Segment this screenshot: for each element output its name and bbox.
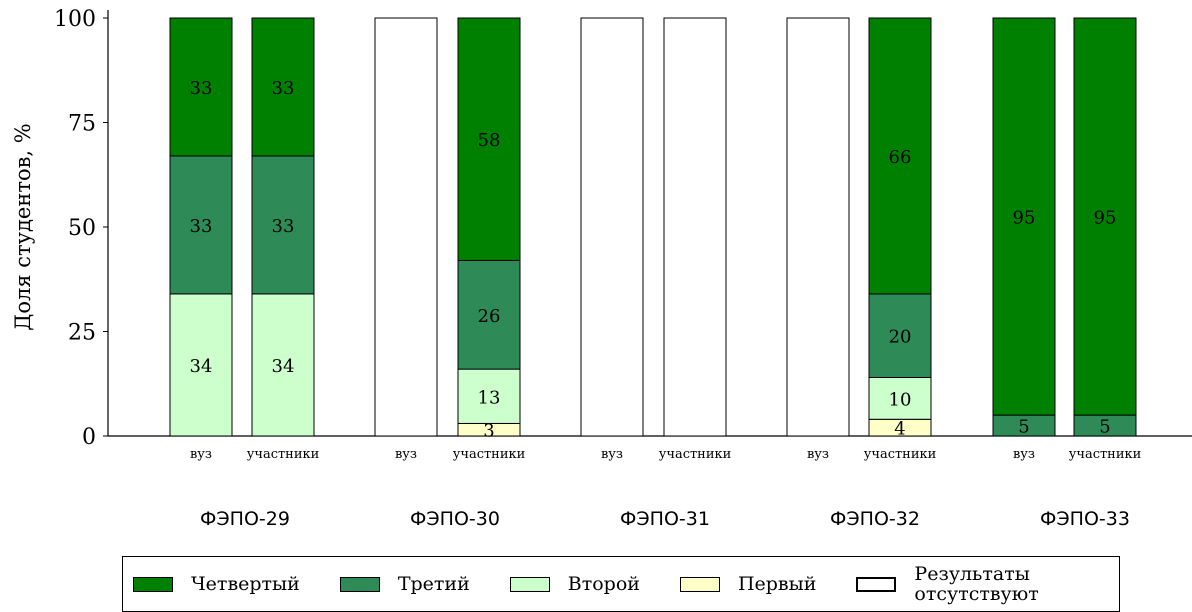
bar-segment bbox=[169, 155, 233, 295]
legend-item-missing: Результаты отсутствуют bbox=[856, 564, 1039, 604]
y-tick-label: 75 bbox=[68, 112, 96, 137]
x-group-label: ФЭПО-31 bbox=[620, 508, 710, 530]
x-subcategory-label: вуз bbox=[807, 447, 829, 462]
bar-segment bbox=[251, 293, 315, 437]
y-axis-label: Доля студентов, % bbox=[11, 123, 35, 330]
x-subcategory-label: вуз bbox=[1013, 447, 1035, 462]
legend-label-missing: Результаты отсутствуют bbox=[914, 564, 1038, 604]
bar-segment bbox=[992, 17, 1056, 416]
bar-value-label: 20 bbox=[889, 327, 912, 348]
bar-segment bbox=[169, 17, 233, 157]
bar-value-label: 34 bbox=[190, 356, 213, 377]
legend-label-first: Первый bbox=[737, 573, 817, 595]
legend-item-second: Второй bbox=[509, 573, 640, 595]
y-tick-label: 25 bbox=[68, 321, 96, 346]
x-group-label: ФЭПО-29 bbox=[200, 508, 290, 530]
bar-missing bbox=[374, 17, 438, 437]
x-subcategory-label: участники bbox=[864, 447, 937, 462]
x-group-label: ФЭПО-30 bbox=[410, 508, 500, 530]
bar-value-label: 3 bbox=[483, 421, 494, 442]
legend-label-second: Второй bbox=[567, 573, 640, 595]
bar-missing bbox=[786, 17, 850, 437]
bar-value-label: 5 bbox=[1018, 417, 1029, 438]
legend-label-missing-line1: Результаты bbox=[914, 563, 1030, 585]
legend-label-third: Третий bbox=[397, 573, 470, 595]
bar-value-label: 33 bbox=[190, 216, 213, 237]
bar-missing bbox=[580, 17, 644, 437]
bar-segment bbox=[457, 259, 521, 370]
bar-value-label: 10 bbox=[889, 389, 912, 410]
x-subcategory-label: участники bbox=[453, 447, 526, 462]
legend-swatch-third bbox=[339, 576, 380, 592]
y-tick-label: 100 bbox=[54, 7, 96, 32]
bar-value-label: 95 bbox=[1094, 208, 1117, 229]
bar-value-label: 58 bbox=[478, 130, 501, 151]
x-subcategory-label: вуз bbox=[190, 447, 212, 462]
x-group-label: ФЭПО-32 bbox=[830, 508, 920, 530]
bar-value-label: 13 bbox=[478, 387, 501, 408]
bar-segment bbox=[868, 17, 932, 295]
y-tick-label: 50 bbox=[68, 216, 96, 241]
legend-item-first: Первый bbox=[679, 573, 817, 595]
bar-value-label: 26 bbox=[478, 306, 501, 327]
x-subcategory-label: участники bbox=[247, 447, 320, 462]
bar-value-label: 33 bbox=[272, 78, 295, 99]
legend-swatch-fourth bbox=[133, 576, 173, 592]
bar-value-label: 33 bbox=[272, 216, 295, 237]
legend-item-fourth: Четвертый bbox=[133, 573, 300, 595]
bar-value-label: 95 bbox=[1013, 208, 1036, 229]
bar-segment bbox=[1073, 17, 1137, 416]
legend-swatch-first bbox=[679, 576, 720, 592]
legend: Четвертый Третий Второй Первый Результат… bbox=[122, 556, 1120, 612]
bar-missing bbox=[663, 17, 727, 437]
bar-value-label: 4 bbox=[894, 419, 905, 440]
x-subcategory-label: участники bbox=[1069, 447, 1142, 462]
bar-value-label: 5 bbox=[1099, 417, 1110, 438]
bar-value-label: 34 bbox=[272, 356, 295, 377]
bar-segment bbox=[868, 293, 932, 378]
legend-label-fourth: Четвертый bbox=[191, 573, 300, 595]
bar-segment bbox=[251, 17, 315, 157]
bar-segment bbox=[251, 155, 315, 295]
y-tick-label: 0 bbox=[82, 425, 96, 450]
bar-segment bbox=[169, 293, 233, 437]
x-subcategory-label: вуз bbox=[395, 447, 417, 462]
bar-value-label: 66 bbox=[889, 147, 912, 168]
bar-segment bbox=[457, 17, 521, 261]
x-group-label: ФЭПО-33 bbox=[1040, 508, 1130, 530]
legend-item-third: Третий bbox=[339, 573, 470, 595]
bar-value-label: 33 bbox=[190, 78, 213, 99]
legend-swatch-missing bbox=[856, 576, 897, 592]
legend-swatch-second bbox=[509, 576, 550, 592]
x-subcategory-label: вуз bbox=[601, 447, 623, 462]
x-subcategory-label: участники bbox=[659, 447, 732, 462]
bar-segment bbox=[457, 368, 521, 424]
legend-label-missing-line2: отсутствуют bbox=[914, 583, 1039, 605]
